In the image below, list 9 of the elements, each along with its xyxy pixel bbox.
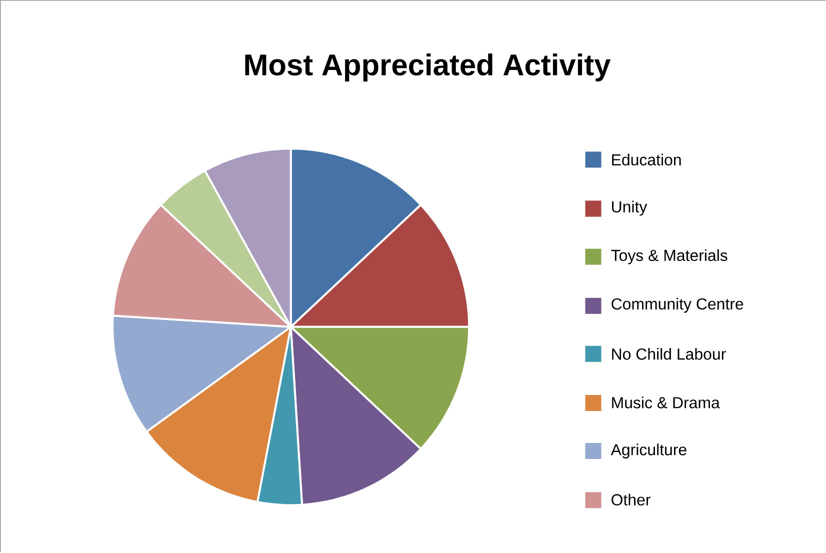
legend-label: Unity bbox=[612, 200, 648, 216]
chart-title: Most Appreciated Activity bbox=[245, 54, 611, 82]
legend-label: Music & Drama bbox=[612, 396, 720, 409]
legend-label: Toys & Materials bbox=[611, 250, 728, 264]
legend-label: No Child Labour bbox=[612, 348, 726, 360]
legend-label: Agriculture bbox=[610, 444, 686, 459]
legend-label: Other bbox=[612, 494, 650, 506]
legend-label: Education bbox=[612, 154, 681, 166]
legend-label: Community Centre bbox=[612, 298, 744, 313]
